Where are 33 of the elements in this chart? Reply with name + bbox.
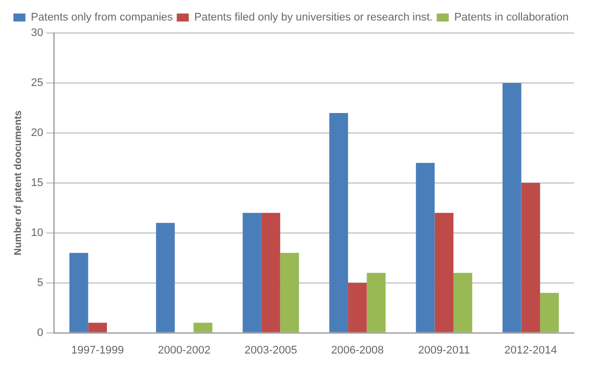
bar [416,162,435,332]
x-tick-label: 1997-1999 [71,344,124,356]
bar [502,82,522,332]
bar [156,222,175,332]
legend-label: Patents in collaboration [454,12,569,24]
bar [366,272,386,332]
x-tick-label: 2003-2005 [244,344,298,356]
x-tick-label: 2000-2002 [158,344,210,356]
bar [329,112,348,332]
bar [434,212,454,332]
bar [69,252,88,332]
legend-label: Patents filed only by universities or research inst. [194,12,433,24]
y-tick-label: 15 [30,176,44,189]
bar [261,212,280,332]
y-tick-label: 25 [30,77,44,89]
x-tick-label: 2006-2008 [331,344,384,356]
y-tick-label: 20 [30,126,44,139]
bar [280,252,299,332]
y-axis-title: Number of patent doocuments [12,110,24,256]
bar [242,212,262,332]
y-tick-label: 5 [37,276,44,289]
bar [88,322,107,332]
bar [521,182,540,332]
bar [453,272,472,332]
x-tick-label: 2012-2014 [504,344,557,356]
bar [194,322,212,332]
bar [540,292,559,332]
legend-label: Patents only from companies [30,12,174,24]
x-tick-label: 2009-2011 [418,344,470,356]
bar [348,282,367,332]
y-tick-label: 30 [30,27,44,40]
y-tick-label: 0 [37,326,44,339]
y-tick-label: 10 [30,226,44,239]
